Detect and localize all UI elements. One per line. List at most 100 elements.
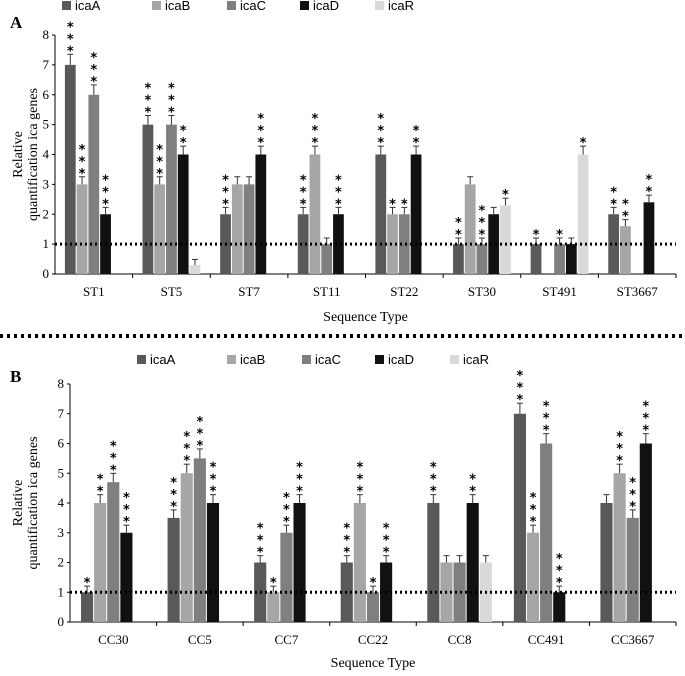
panel-a-significance-st30-icaC: * — [479, 216, 486, 231]
panel-b-legend-swatch-icaD — [375, 355, 384, 364]
panel-b-significance-cc30-icaD: * — [123, 491, 130, 506]
panel-a-legend-label-icaR: icaR — [388, 0, 414, 13]
panel-a-bar-st30-icaA — [453, 244, 464, 274]
panel-b-bar-cc22-icaC — [366, 592, 380, 622]
panel-b-significance-cc8-icaD: * — [469, 485, 476, 500]
panel-b-significance-cc8-icaA: * — [430, 461, 437, 476]
panel-b-legend-label-icaC: icaC — [315, 352, 341, 367]
panel-a-significance-st11-icaA: * — [300, 173, 307, 188]
panel-b-bar-cc5-icaC — [193, 458, 206, 622]
panel-b-bar-cc5-icaB — [180, 473, 193, 622]
panel-b-significance-cc491-icaB: * — [530, 491, 537, 506]
panel-b-bar-cc3667-icaD — [639, 443, 652, 622]
panel-a-ytick-label: 4 — [43, 147, 50, 162]
panel-b-significance-cc5-icaB: * — [183, 430, 190, 445]
panel-a-bar-st491-icaR — [577, 154, 589, 274]
panel-a-significance-st1-icaD: * — [102, 173, 109, 188]
panel-b-ytick-label: 7 — [58, 406, 65, 421]
panel-b-significance-cc5-icaA: * — [170, 488, 177, 503]
panel-a-legend-swatch-icaD — [300, 1, 309, 10]
panel-b-bar-cc8-icaD — [466, 503, 479, 622]
panel-a-significance-st1-icaA: * — [67, 32, 74, 47]
panel-b-significance-cc7-icaC: * — [283, 515, 290, 530]
panel-b-xtick-label-cc5: CC5 — [188, 632, 212, 647]
panel-a-ytick-label: 8 — [43, 27, 50, 42]
panel-b-bar-cc5-icaD — [206, 503, 220, 622]
panel-b-significance-cc30-icaA: * — [84, 576, 91, 591]
panel-b-significance-cc491-icaC: * — [543, 424, 550, 439]
panel-b-significance-cc3667-icaB: * — [616, 454, 623, 469]
panel-b-legend-swatch-icaR — [450, 355, 459, 364]
panel-b-significance-cc30-icaC: * — [110, 463, 117, 478]
panel-b-ytick-label: 8 — [58, 376, 65, 391]
panel-a-significance-st22-icaD: * — [413, 124, 420, 139]
panel-a-bar-st11-icaA — [297, 214, 309, 274]
panel-a-significance-st11-icaA: * — [300, 197, 307, 212]
panel-b-bar-cc8-icaA — [427, 503, 440, 622]
panel-b-significance-cc8-icaD: * — [469, 473, 476, 488]
panel-b-significance-cc5-icaD: * — [210, 461, 217, 476]
panel-a-bar-st11-icaC — [321, 244, 333, 274]
panel-b-significance-cc7-icaD: * — [296, 473, 303, 488]
panel-b-bar-cc22-icaB — [353, 503, 366, 622]
panel-b-bar-cc491-icaA — [513, 413, 526, 622]
panel-a-significance-st7-icaA: * — [222, 185, 229, 200]
panel-a-significance-st11-icaD: * — [335, 197, 342, 212]
panel-a-xtick-label-st11: ST11 — [313, 284, 341, 299]
panel-b-significance-cc22-icaD: * — [383, 546, 390, 561]
panel-a-bar-st11-icaD — [333, 214, 344, 274]
panel-a-significance-st22-icaA: * — [377, 112, 384, 127]
panel-a-legend-label-icaA: icaA — [75, 0, 101, 13]
panel-a-significance-st22-icaA: * — [377, 124, 384, 139]
panel-b-bar-cc491-icaB — [526, 532, 540, 622]
panel-b-significance-cc22-icaC: * — [370, 576, 377, 591]
panel-b-significance-cc7-icaD: * — [296, 485, 303, 500]
panel-a-legend-swatch-icaB — [152, 1, 161, 10]
panel-b-ylabel-line: Relative — [11, 480, 26, 527]
panel-a-significance-st7-icaA: * — [222, 173, 229, 188]
panel-a-significance-st1-icaC: * — [90, 63, 97, 78]
panel-a-significance-st491-icaA: * — [533, 228, 540, 243]
panel-a-legend-swatch-icaR — [375, 1, 384, 10]
panel-b-significance-cc7-icaB: * — [270, 576, 277, 591]
panel-b-significance-cc491-icaD: * — [556, 552, 563, 567]
panel-b-legend-swatch-icaB — [227, 355, 236, 364]
panel-b-significance-cc491-icaB: * — [530, 503, 537, 518]
panel-a-legend-label-icaC: icaC — [240, 0, 266, 13]
panel-a-significance-st30-icaC: * — [479, 228, 486, 243]
panel-b-significance-cc22-icaD: * — [383, 522, 390, 537]
panel-b-legend-label-icaD: icaD — [388, 352, 414, 367]
panel-a-xtick-label-st491: ST491 — [542, 284, 577, 299]
panel-b-legend-swatch-icaA — [137, 355, 146, 364]
panel-b-significance-cc7-icaC: * — [283, 503, 290, 518]
panel-b-significance-cc5-icaB: * — [183, 454, 190, 469]
panel-a-ytick-label: 1 — [43, 236, 50, 251]
panel-b-ytick-label: 4 — [58, 495, 65, 510]
panel-b-xtick-label-cc7: CC7 — [275, 632, 299, 647]
panel-a-significance-st1-icaA: * — [67, 20, 74, 35]
panel-a-significance-st1-icaC: * — [90, 51, 97, 66]
panel-a-bar-st3667-icaB — [620, 226, 631, 274]
panel-a-xlabel: Sequence Type — [323, 310, 408, 325]
panel-a-significance-st22-icaD: * — [413, 136, 420, 151]
panel-a-significance-st1-icaA: * — [67, 44, 74, 59]
panel-b-significance-cc8-icaA: * — [430, 485, 437, 500]
panel-b-significance-cc5-icaC: * — [196, 427, 203, 442]
panel-a-significance-st5-icaC: * — [168, 106, 175, 121]
panel-b-xtick-label-cc22: CC22 — [358, 632, 388, 647]
panel-b-significance-cc30-icaD: * — [123, 503, 130, 518]
panel-b-significance-cc22-icaA: * — [343, 546, 350, 561]
panel-a-bar-st1-icaA — [64, 64, 76, 274]
panel-b-significance-cc491-icaA: * — [517, 369, 524, 384]
panel-a-bar-st1-icaB — [76, 184, 88, 274]
panel-a-bar-st22-icaA — [375, 154, 387, 274]
panel-b-ytick-label: 3 — [58, 525, 65, 540]
panel-a-significance-st5-icaD: * — [180, 124, 187, 139]
panel-b-significance-cc30-icaD: * — [123, 515, 130, 530]
panel-a-bar-st22-icaC — [398, 214, 410, 274]
panel-a-bar-st3667-icaA — [608, 214, 620, 274]
panel-b-legend-swatch-icaC — [302, 355, 311, 364]
panel-a-bar-st30-icaR — [500, 205, 511, 274]
